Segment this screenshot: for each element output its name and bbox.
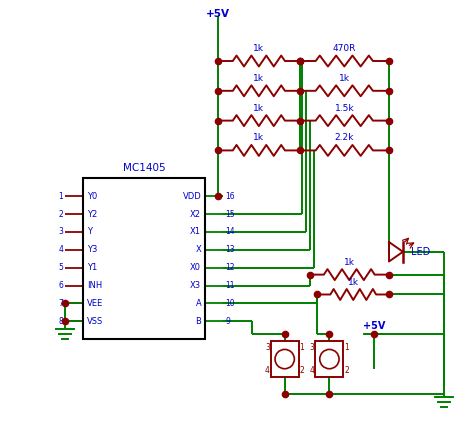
Text: LED: LED [411,247,430,257]
Text: B: B [195,317,201,326]
Text: 14: 14 [225,227,235,236]
Text: Y2: Y2 [87,210,97,219]
Bar [316,341,343,377]
Text: 5: 5 [58,263,63,272]
Text: 1k: 1k [344,257,355,267]
Text: 1k: 1k [339,74,350,83]
Text: Y3: Y3 [87,245,97,254]
Text: Y: Y [87,227,92,236]
Text: 2: 2 [344,366,349,375]
Text: MC1405: MC1405 [123,163,165,173]
Text: 9: 9 [225,317,230,326]
Text: 6: 6 [58,281,63,290]
Text: 1: 1 [58,192,63,200]
Text: 1k: 1k [254,44,264,53]
Text: INH: INH [87,281,102,290]
Text: 13: 13 [225,245,235,254]
Text: X3: X3 [190,281,201,290]
Text: 8: 8 [58,317,63,326]
Bar [271,341,299,377]
Text: VSS: VSS [87,317,103,326]
Text: X1: X1 [190,227,201,236]
Text: 2: 2 [300,366,304,375]
Text: 1k: 1k [254,104,264,113]
Text: 3: 3 [58,227,63,236]
Text: 2.2k: 2.2k [335,133,354,143]
Text: 4: 4 [58,245,63,254]
Text: X: X [195,245,201,254]
Text: X2: X2 [190,210,201,219]
Text: VEE: VEE [87,299,103,308]
Text: 11: 11 [225,281,235,290]
Text: 1: 1 [344,343,349,352]
Text: 3: 3 [310,343,314,352]
Text: Y0: Y0 [87,192,97,200]
Text: 16: 16 [225,192,235,200]
Text: 470R: 470R [333,44,356,53]
Text: 1k: 1k [254,74,264,83]
Text: 1: 1 [300,343,304,352]
Text: VDD: VDD [182,192,201,200]
Text: 12: 12 [225,263,235,272]
Text: 10: 10 [225,299,235,308]
Text: X0: X0 [190,263,201,272]
Text: 7: 7 [58,299,63,308]
Text: 3: 3 [265,343,270,352]
Text: +5V: +5V [363,321,385,331]
Text: +5V: +5V [206,10,230,19]
Text: 2: 2 [58,210,63,219]
Text: 1.5k: 1.5k [335,104,354,113]
Text: A: A [195,299,201,308]
Text: 4: 4 [310,366,314,375]
Text: 4: 4 [265,366,270,375]
Text: Y1: Y1 [87,263,97,272]
Text: 1k: 1k [348,277,359,286]
Text: 15: 15 [225,210,235,219]
Bar [83,178,205,339]
Text: 1k: 1k [254,133,264,143]
